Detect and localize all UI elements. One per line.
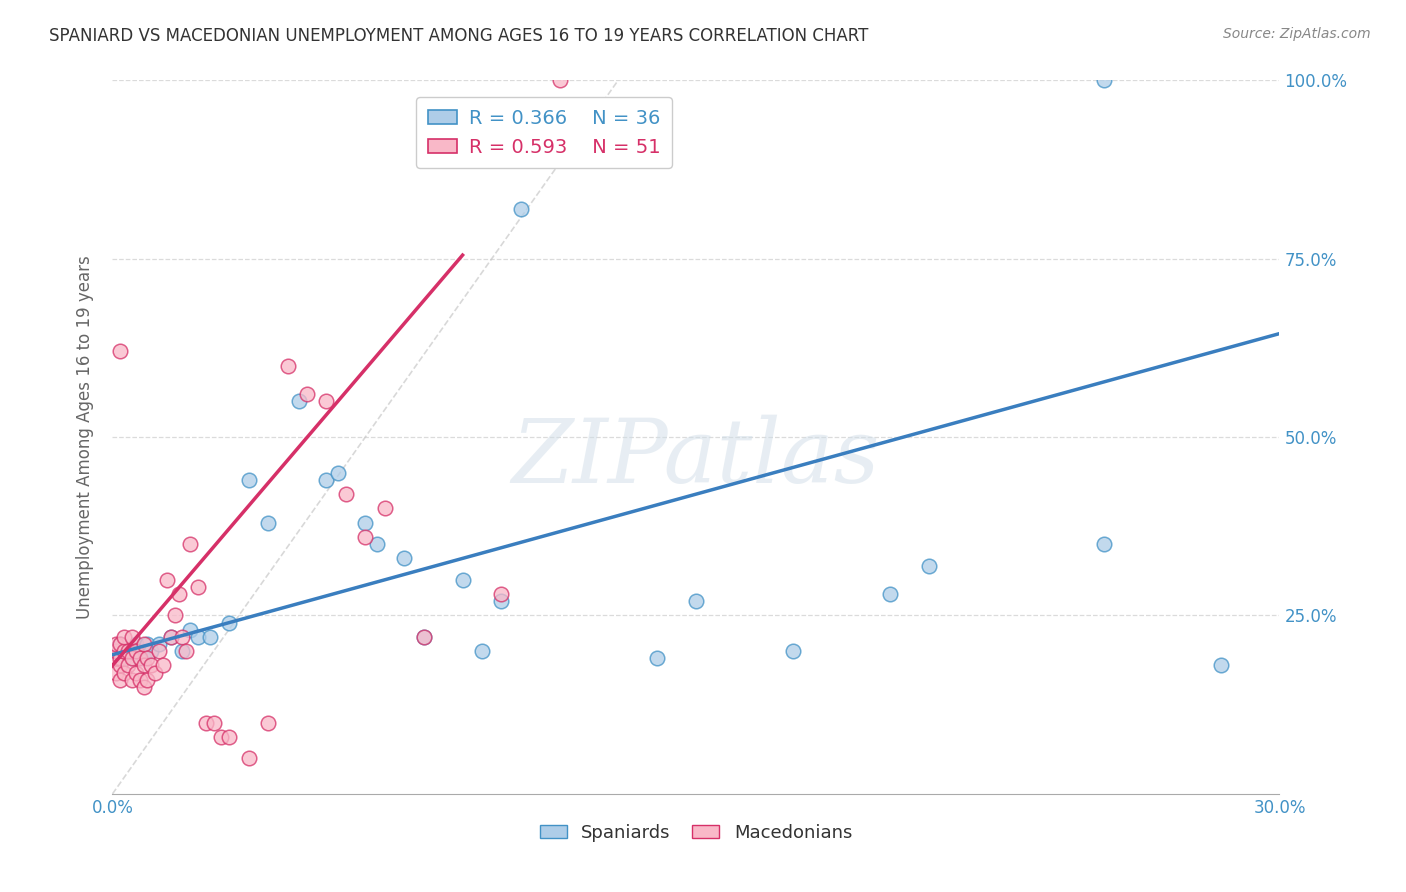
Point [394, 551, 416, 566]
Point [198, 630, 221, 644]
Point [491, 587, 513, 601]
Point [132, 680, 155, 694]
Point [132, 637, 155, 651]
Point [176, 644, 198, 658]
Point [121, 630, 143, 644]
Point [110, 658, 132, 673]
Point [366, 537, 388, 551]
Point [117, 644, 139, 658]
Point [105, 644, 128, 658]
Point [685, 594, 707, 608]
Point [257, 715, 280, 730]
Point [110, 651, 132, 665]
Point [143, 665, 166, 680]
Point [160, 630, 183, 644]
Point [136, 673, 159, 687]
Point [110, 637, 132, 651]
Text: Source: ZipAtlas.com: Source: ZipAtlas.com [1223, 27, 1371, 41]
Point [136, 651, 159, 665]
Point [128, 644, 150, 658]
Point [121, 651, 143, 665]
Point [354, 516, 377, 530]
Point [110, 637, 132, 651]
Point [218, 615, 240, 630]
Point [179, 537, 201, 551]
Legend: Spaniards, Macedonians: Spaniards, Macedonians [533, 817, 859, 849]
Point [128, 673, 150, 687]
Point [105, 644, 128, 658]
Point [509, 202, 531, 216]
Point [491, 594, 513, 608]
Point [238, 751, 260, 765]
Point [187, 580, 209, 594]
Point [136, 637, 159, 651]
Point [132, 651, 155, 665]
Point [172, 630, 194, 644]
Point [148, 644, 170, 658]
Point [160, 630, 183, 644]
Point [125, 637, 148, 651]
Point [163, 608, 186, 623]
Point [141, 644, 163, 658]
Point [121, 651, 143, 665]
Point [412, 630, 434, 644]
Point [121, 673, 143, 687]
Point [326, 466, 349, 480]
Point [645, 651, 668, 665]
Point [112, 630, 135, 644]
Point [112, 644, 135, 658]
Point [172, 644, 194, 658]
Point [128, 651, 150, 665]
Point [167, 587, 190, 601]
Point [295, 387, 318, 401]
Point [374, 501, 396, 516]
Point [112, 665, 135, 680]
Point [202, 715, 225, 730]
Point [141, 658, 163, 673]
Point [471, 644, 494, 658]
Point [148, 637, 170, 651]
Point [548, 73, 571, 87]
Y-axis label: Unemployment Among Ages 16 to 19 years: Unemployment Among Ages 16 to 19 years [76, 255, 94, 619]
Point [354, 530, 377, 544]
Point [335, 487, 357, 501]
Point [125, 644, 148, 658]
Point [156, 573, 179, 587]
Point [110, 344, 132, 359]
Point [194, 715, 217, 730]
Point [152, 658, 174, 673]
Point [117, 658, 139, 673]
Point [132, 658, 155, 673]
Point [1094, 537, 1116, 551]
Point [209, 730, 232, 744]
Point [782, 644, 804, 658]
Point [105, 665, 128, 680]
Point [218, 730, 240, 744]
Point [238, 473, 260, 487]
Point [117, 644, 139, 658]
Point [451, 573, 474, 587]
Point [112, 651, 135, 665]
Text: ZIPatlas: ZIPatlas [512, 415, 880, 502]
Point [315, 473, 337, 487]
Text: SPANIARD VS MACEDONIAN UNEMPLOYMENT AMONG AGES 16 TO 19 YEARS CORRELATION CHART: SPANIARD VS MACEDONIAN UNEMPLOYMENT AMON… [49, 27, 869, 45]
Point [187, 630, 209, 644]
Point [315, 394, 337, 409]
Point [105, 637, 128, 651]
Point [110, 673, 132, 687]
Point [257, 516, 280, 530]
Point [179, 623, 201, 637]
Point [125, 665, 148, 680]
Point [1209, 658, 1232, 673]
Point [879, 587, 901, 601]
Point [288, 394, 311, 409]
Point [918, 558, 941, 573]
Point [105, 651, 128, 665]
Point [1094, 73, 1116, 87]
Point [412, 630, 434, 644]
Point [276, 359, 298, 373]
